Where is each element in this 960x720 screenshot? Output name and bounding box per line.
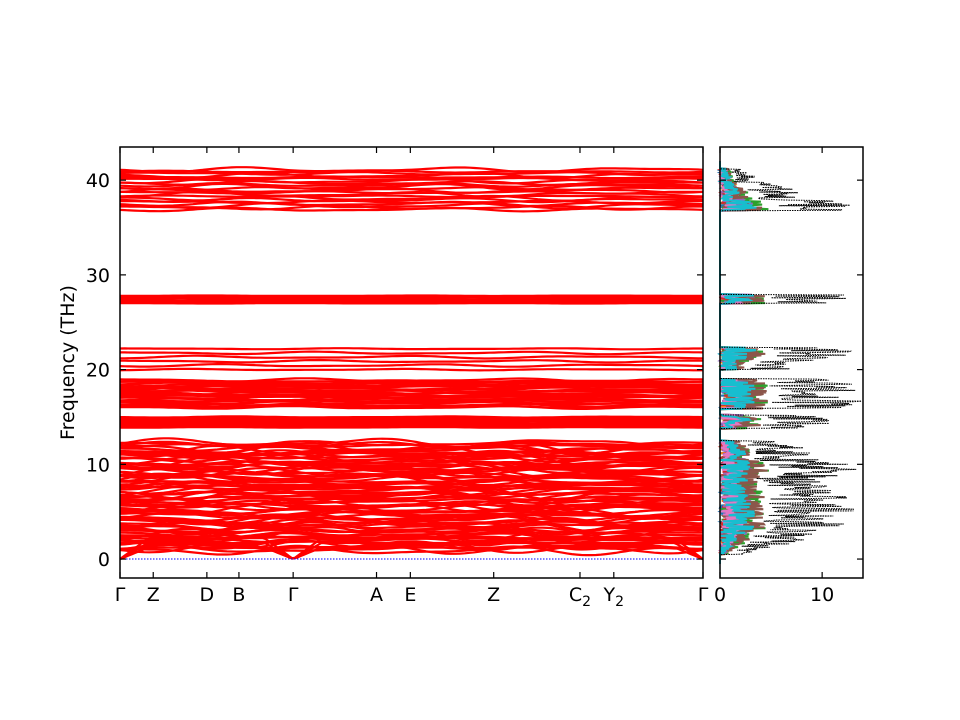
band-line-0 [119, 544, 704, 557]
band-line-119 [120, 385, 704, 389]
band-plot-frame [119, 146, 704, 579]
dos-panel: 0 10 [714, 146, 864, 606]
x-tick-label-1: Z [147, 584, 160, 606]
acoustic-branch-1 [119, 541, 704, 561]
x-tick-label-7: Z [487, 584, 500, 606]
y-tick-label-3: 30 [86, 265, 110, 287]
band-line-131 [119, 347, 703, 351]
band-line-154 [119, 176, 703, 182]
band-line-100 [120, 405, 703, 410]
band-line-156 [119, 171, 704, 180]
y-axis-label: Frequency (THz) [57, 285, 79, 440]
band-line-102 [120, 402, 704, 408]
band-line-71 [119, 460, 703, 469]
x-tick-label-3: B [232, 584, 245, 606]
band-line-127 [119, 363, 704, 368]
band-line-147 [120, 190, 704, 195]
band-line-39 [119, 497, 704, 510]
band-line-27 [120, 513, 703, 523]
band-line-155 [120, 175, 703, 180]
band-line-130 [120, 350, 704, 356]
acoustic-branch-0 [119, 546, 704, 561]
band-line-98 [120, 416, 703, 420]
band-line-157 [119, 171, 704, 177]
x-tick-label-9: Y2 [603, 584, 625, 610]
band-line-145 [119, 194, 704, 199]
band-line-117 [120, 386, 704, 392]
y-tick-label-1: 10 [86, 454, 110, 476]
band-line-137 [120, 294, 703, 298]
band-line-44 [120, 491, 704, 503]
band-line-75 [119, 453, 704, 467]
band-line-125 [119, 377, 704, 383]
band-line-142 [120, 199, 703, 205]
dos-x-tick-label-1: 10 [810, 584, 834, 606]
band-line-48 [119, 488, 704, 496]
band-line-149 [120, 185, 703, 192]
band-line-144 [120, 194, 703, 202]
band-line-33 [119, 505, 704, 516]
band-line-140 [120, 202, 703, 210]
x-tick-label-8: C2 [569, 584, 591, 610]
band-line-159 [119, 166, 704, 174]
band-line-133 [120, 300, 703, 304]
band-y-ticks: 0 10 20 30 40 [86, 170, 703, 571]
band-line-90 [120, 426, 703, 429]
band-line-126 [119, 367, 703, 372]
x-tick-label-4: Γ [288, 584, 299, 606]
x-tick-label-0: Γ [115, 584, 126, 606]
band-line-128 [120, 358, 704, 364]
band-lines [119, 166, 704, 561]
band-line-85 [119, 440, 704, 455]
x-tick-label-10: Γ [698, 584, 709, 606]
y-tick-label-4: 40 [86, 170, 110, 192]
band-line-136 [120, 295, 703, 299]
band-line-113 [120, 390, 703, 396]
band-line-26 [119, 512, 704, 525]
band-line-57 [119, 478, 703, 484]
band-line-158 [119, 169, 704, 174]
band-line-129 [120, 354, 703, 360]
band-line-99 [120, 415, 704, 419]
band-line-105 [119, 399, 703, 405]
band-line-135 [120, 297, 704, 301]
projected-dos-lines [716, 161, 769, 564]
dos-x-ticks: 0 10 [714, 147, 834, 606]
band-x-ticks: Γ Z D B Γ A E Z C2 Y2 Γ [115, 584, 709, 610]
band-line-89 [119, 437, 704, 448]
band-line-109 [120, 395, 703, 400]
y-tick-label-2: 20 [86, 360, 110, 382]
band-line-106 [120, 399, 703, 403]
x-tick-label-6: E [404, 584, 416, 606]
band-line-52 [119, 484, 704, 491]
x-tick-label-5: A [370, 584, 383, 606]
band-line-152 [119, 180, 703, 186]
band-line-88 [119, 440, 704, 448]
dos-y-ticks [720, 179, 863, 560]
x-tick-label-2: D [200, 584, 215, 606]
dos-plot-frame [719, 146, 864, 579]
band-line-21 [119, 518, 704, 532]
acoustic-branch-2 [119, 537, 704, 560]
y-tick-label-0: 0 [98, 549, 110, 571]
dos-x-tick-label-0: 0 [714, 584, 726, 606]
